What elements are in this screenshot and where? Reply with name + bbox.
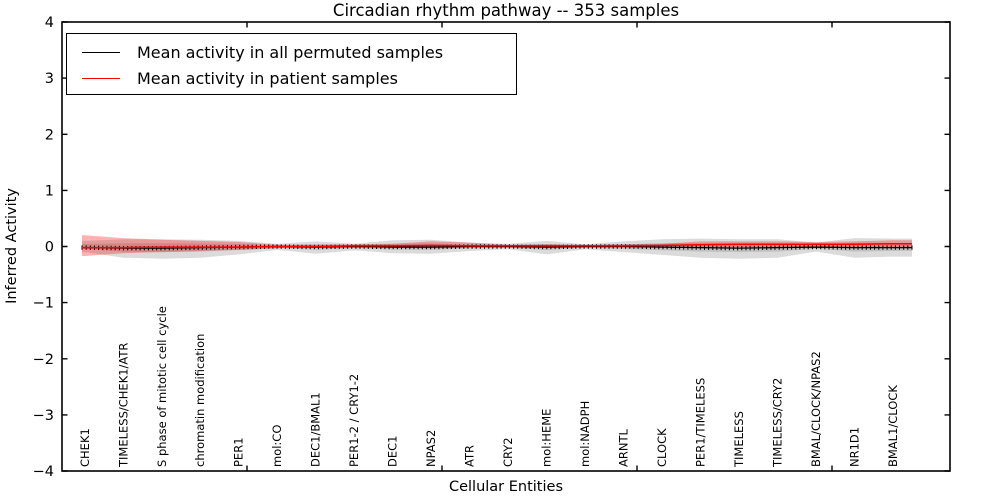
svg-text:CHEK1: CHEK1	[78, 428, 92, 467]
svg-text:mol:HEME: mol:HEME	[539, 409, 553, 467]
y-tick-label: 1	[45, 183, 54, 199]
svg-text:DEC1: DEC1	[386, 436, 400, 467]
svg-text:TIMELESS/CHEK1/ATR: TIMELESS/CHEK1/ATR	[116, 343, 130, 468]
y-tick-label: −2	[33, 352, 54, 368]
svg-text:NR1D1: NR1D1	[847, 427, 861, 467]
svg-text:TIMELESS/CRY2: TIMELESS/CRY2	[770, 378, 784, 468]
legend-item-permuted: Mean activity in all permuted samples	[67, 39, 516, 65]
entity-label: mol:CO	[270, 425, 284, 467]
svg-text:CRY2: CRY2	[501, 437, 515, 467]
y-axis-label: Inferred Activity	[4, 188, 20, 304]
entity-label: DEC1/BMAL1	[309, 392, 323, 467]
svg-text:DEC1/BMAL1: DEC1/BMAL1	[309, 392, 323, 467]
x-axis-label: Cellular Entities	[449, 479, 563, 495]
svg-text:mol:NADPH: mol:NADPH	[578, 401, 592, 467]
entity-label: mol:HEME	[539, 409, 553, 467]
svg-text:BMAL/CLOCK/NPAS2: BMAL/CLOCK/NPAS2	[809, 351, 823, 467]
y-tick-label: 4	[45, 15, 54, 31]
entity-label: S phase of mitotic cell cycle	[155, 306, 169, 467]
entity-label: PER1-2 / CRY1-2	[347, 374, 361, 467]
entity-label: BMAL1/CLOCK	[886, 385, 900, 467]
svg-text:CLOCK: CLOCK	[655, 428, 669, 467]
chart-title: Circadian rhythm pathway -- 353 samples	[333, 1, 679, 20]
entity-label: TIMELESS/CHEK1/ATR	[116, 343, 130, 468]
entity-label: BMAL/CLOCK/NPAS2	[809, 351, 823, 467]
legend-label-permuted: Mean activity in all permuted samples	[137, 42, 444, 62]
svg-text:TIMELESS: TIMELESS	[732, 411, 746, 468]
svg-text:PER1: PER1	[232, 437, 246, 467]
entity-label: NPAS2	[424, 430, 438, 467]
entity-label: TIMELESS/CRY2	[770, 378, 784, 468]
y-tick-label: 2	[45, 127, 54, 143]
svg-text:ARNTL: ARNTL	[616, 429, 630, 467]
entity-label: CHEK1	[78, 428, 92, 467]
svg-text:ATR: ATR	[463, 445, 477, 467]
entity-label: NR1D1	[847, 427, 861, 467]
y-tick-label: −3	[33, 408, 54, 424]
legend-box: Mean activity in all permuted samples Me…	[66, 33, 517, 95]
permuted-line-swatch	[82, 51, 120, 53]
entity-label: ATR	[463, 445, 477, 467]
axis-ticks	[62, 21, 950, 472]
y-tick-label: 3	[45, 71, 54, 87]
entity-label: CRY2	[501, 437, 515, 467]
legend-label-patient: Mean activity in patient samples	[137, 68, 398, 88]
svg-text:BMAL1/CLOCK: BMAL1/CLOCK	[886, 385, 900, 467]
patient-line-swatch	[82, 77, 120, 79]
entity-label: TIMELESS	[732, 411, 746, 468]
svg-text:S phase of mitotic cell cycle: S phase of mitotic cell cycle	[155, 306, 169, 467]
svg-text:mol:CO: mol:CO	[270, 425, 284, 467]
y-tick-label: 0	[45, 240, 54, 256]
entity-label: DEC1	[386, 436, 400, 467]
y-tick-label: −4	[33, 464, 54, 480]
entity-label: CLOCK	[655, 428, 669, 467]
svg-text:chromatin modification: chromatin modification	[193, 334, 207, 467]
entity-label: PER1	[232, 437, 246, 467]
svg-text:PER1-2 / CRY1-2: PER1-2 / CRY1-2	[347, 374, 361, 467]
svg-text:PER1/TIMELESS: PER1/TIMELESS	[693, 378, 707, 467]
legend-item-patient: Mean activity in patient samples	[67, 65, 516, 91]
svg-text:NPAS2: NPAS2	[424, 430, 438, 467]
entity-label: mol:NADPH	[578, 401, 592, 467]
entity-label: PER1/TIMELESS	[693, 378, 707, 467]
entity-label: ARNTL	[616, 429, 630, 467]
entity-label: chromatin modification	[193, 334, 207, 467]
mean-line-patient	[82, 242, 912, 249]
y-tick-label: −1	[33, 296, 54, 312]
